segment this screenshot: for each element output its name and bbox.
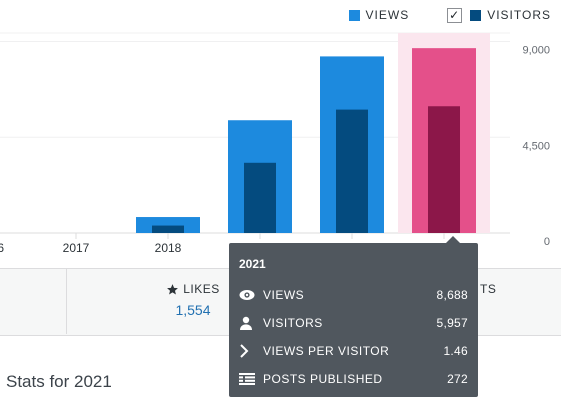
visitors-checkbox[interactable]: ✓ [447, 7, 463, 23]
likes-label: LIKES [183, 282, 220, 296]
tooltip-label: VISITORS [263, 316, 323, 330]
likes-label-row: LIKES [150, 282, 236, 296]
chart-axis-labels: 0 4,500 9,000 6 2017 2018 [0, 45, 550, 255]
tooltip-value: 8,688 [436, 288, 468, 302]
visitors-bar-2021[interactable] [428, 106, 460, 233]
tooltip-row-posts-published: POSTS PUBLISHED 272 [239, 371, 468, 387]
tooltip-year: 2021 [239, 257, 266, 271]
legend-visitors[interactable]: ✓ VISITORS [409, 7, 551, 23]
visitors-swatch-icon [470, 9, 482, 21]
tooltip-row-visitors: VISITORS 5,957 [239, 315, 468, 331]
legend-views-label: VIEWS [365, 8, 410, 22]
y-tick-label: 9,000 [522, 45, 550, 57]
likes-value: 1,554 [175, 302, 211, 318]
stats-title: Stats for 2021 [6, 372, 112, 391]
eye-icon [239, 288, 257, 302]
visitors-bar-2019[interactable] [244, 162, 276, 233]
tooltip-value: 1.46 [443, 344, 468, 358]
tooltip-value: 5,957 [436, 316, 468, 330]
tooltip-value: 272 [447, 372, 468, 386]
x-tick-label: 6 [0, 241, 4, 255]
posts-icon [239, 372, 257, 386]
legend-views[interactable]: VIEWS [348, 8, 410, 22]
likes-stat[interactable]: LIKES 1,554 [150, 282, 236, 318]
tooltip-row-views: VIEWS 8,688 [239, 287, 468, 303]
x-tick-label: 2018 [155, 241, 182, 255]
legend-visitors-label: VISITORS [487, 8, 551, 22]
chevron-right-icon [239, 344, 257, 358]
visitors-bar-2018[interactable] [152, 225, 184, 233]
tooltip-label: POSTS PUBLISHED [263, 372, 383, 386]
bar-chart: 0 4,500 9,000 6 2017 2018 [0, 32, 550, 255]
star-icon [167, 283, 179, 294]
tooltip-row-views-per-visitor: VIEWS PER VISITOR 1.46 [239, 343, 468, 359]
tooltip-label: VIEWS [263, 288, 305, 302]
views-swatch-icon [348, 9, 360, 21]
y-tick-label: 0 [544, 236, 550, 248]
posts-stat-label: TS [480, 282, 497, 296]
chart-legend: VIEWS ✓ VISITORS [348, 6, 551, 24]
x-tick-label: 2017 [63, 241, 90, 255]
y-tick-label: 4,500 [522, 140, 550, 152]
chart-bars [136, 33, 490, 234]
visitors-bar-2020[interactable] [336, 109, 368, 233]
summary-divider [66, 268, 67, 334]
chart-tooltip: 2021 VIEWS 8,688 VISITORS 5,957 VIEWS PE… [229, 236, 478, 397]
person-icon [239, 316, 257, 330]
tooltip-label: VIEWS PER VISITOR [263, 344, 390, 358]
